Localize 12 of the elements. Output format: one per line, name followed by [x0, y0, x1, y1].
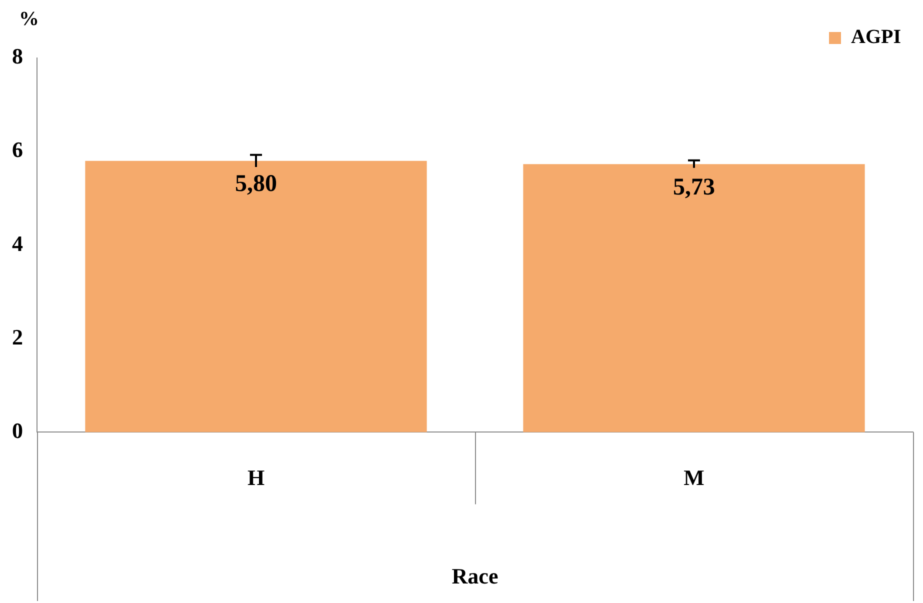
y-tick-label: 4	[12, 230, 23, 256]
y-tick-label: 2	[12, 324, 23, 350]
y-tick-label: 8	[12, 44, 23, 69]
y-tick-label: 6	[12, 137, 23, 162]
data-label: 5,73	[673, 174, 715, 200]
data-label: 5,80	[235, 171, 277, 198]
x-axis-title: Race	[452, 563, 498, 588]
y-axis-title: %	[19, 8, 39, 30]
x-tick-label: M	[684, 465, 705, 490]
legend-label: AGPI	[851, 26, 902, 48]
y-tick-label: 0	[12, 418, 23, 443]
x-tick-label: H	[247, 465, 265, 490]
